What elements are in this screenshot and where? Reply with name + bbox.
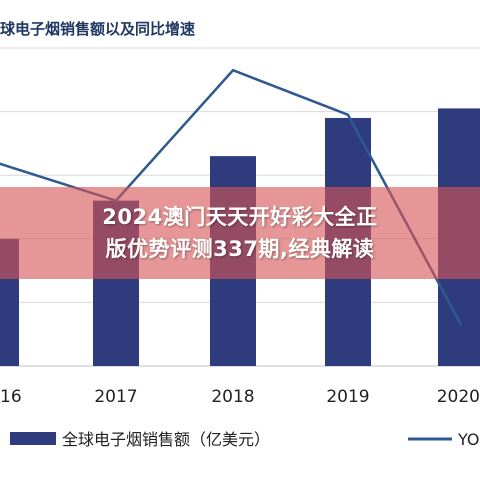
legend-swatch-sales — [10, 432, 56, 445]
legend-label-yoy: YO — [457, 430, 480, 449]
x-tick-label: 16 — [0, 387, 22, 407]
banner-line-2: 版优势评测337期,经典解读 — [105, 237, 375, 261]
x-tick-label: 2019 — [326, 387, 369, 407]
legend-label-sales: 全球电子烟销售额（亿美元） — [62, 430, 270, 449]
legend: 全球电子烟销售额（亿美元） YO — [10, 430, 480, 449]
banner-line-1: 2024澳门天天开好彩大全正 — [102, 205, 378, 229]
x-axis-ticks: 16 2017 2018 2019 2020 — [0, 387, 480, 407]
x-tick-label: 2018 — [211, 387, 254, 407]
x-tick-label: 2020 — [437, 387, 480, 407]
x-tick-label: 2017 — [94, 387, 137, 407]
chart-title: 球电子烟销售额以及同比增速 — [0, 20, 195, 38]
promo-banner-overlay[interactable]: 2024澳门天天开好彩大全正 版优势评测337期,经典解读 — [0, 187, 480, 279]
